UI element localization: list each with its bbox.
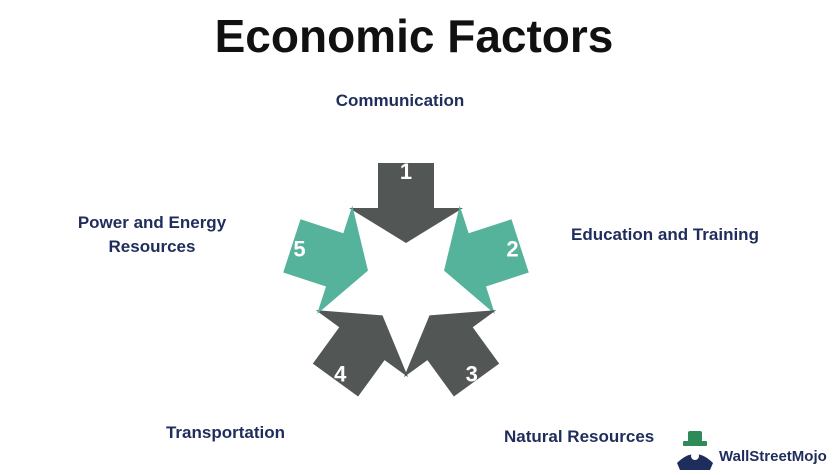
factor-arrow-1 — [349, 163, 463, 243]
factor-label-3: Natural Resources — [504, 427, 654, 446]
factor-label-1: Communication — [336, 91, 464, 110]
factor-number-4: 4 — [334, 362, 347, 387]
logo-text: WallStreetMojo — [719, 448, 827, 465]
factor-number-5: 5 — [293, 236, 305, 261]
factor-label-4: Transportation — [166, 423, 285, 442]
number-group: 1 2 3 4 5 — [293, 159, 518, 387]
factor-number-1: 1 — [400, 159, 412, 184]
arrow-group — [283, 163, 529, 397]
factor-arrow-2 — [444, 205, 529, 315]
label-group: Communication Education and Training Natur… — [78, 91, 759, 446]
arrow-shape — [403, 310, 500, 397]
factor-number-2: 2 — [506, 236, 518, 261]
arrow-shape — [349, 163, 463, 243]
arrow-shape — [312, 310, 409, 397]
arrow-shape — [444, 205, 529, 315]
factor-label-5-line-1: Power and Energy — [78, 213, 227, 232]
wallstreetmojo-mascot-icon — [677, 431, 713, 470]
factor-number-3: 3 — [466, 362, 478, 387]
factor-label-2: Education and Training — [571, 225, 759, 244]
arrow-shape — [283, 205, 368, 315]
diagram-title: Economic Factors — [215, 10, 614, 62]
factor-arrow-3 — [403, 310, 500, 397]
wallstreetmojo-logo: WallStreetMojo — [677, 431, 827, 470]
factor-label-5-line-2: Resources — [109, 237, 196, 256]
factor-arrow-4 — [312, 310, 409, 397]
factor-arrow-5 — [283, 205, 368, 315]
